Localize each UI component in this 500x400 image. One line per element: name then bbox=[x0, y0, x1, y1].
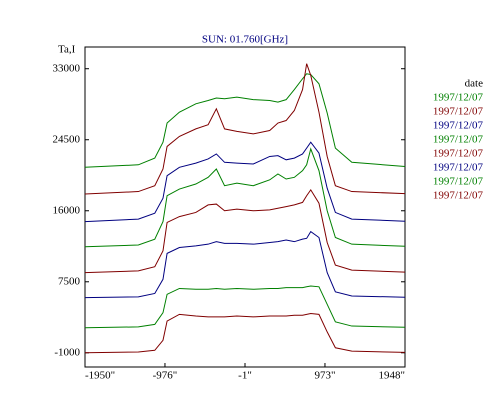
legend-label: 1997/12/07 bbox=[433, 162, 484, 174]
legend-label: 1997/12/07 bbox=[433, 92, 484, 104]
legend-label: 1997/12/07 bbox=[433, 176, 484, 188]
x-tick-label: 973" bbox=[314, 370, 335, 382]
legend-label: 1997/12/07 bbox=[433, 134, 484, 146]
profile-line bbox=[84, 147, 406, 248]
y-tick-label: 24500 bbox=[53, 133, 81, 145]
profile-line bbox=[84, 285, 406, 329]
x-tick-label: -1950" bbox=[85, 370, 115, 382]
legend-title: date bbox=[465, 78, 483, 90]
x-tick-label: -976" bbox=[153, 370, 178, 382]
profile-line bbox=[84, 63, 406, 195]
chart-title: SUN: 01.760[GHz] bbox=[202, 34, 288, 46]
x-tick-label: 1948" bbox=[379, 370, 406, 382]
legend-label: 1997/12/07 bbox=[433, 120, 484, 132]
legend-label: 1997/12/07 bbox=[433, 106, 484, 118]
plot-frame bbox=[84, 46, 406, 368]
profile-line bbox=[84, 313, 406, 354]
profile-line bbox=[84, 230, 406, 299]
y-tick-label: 16000 bbox=[53, 204, 81, 216]
y-axis-label: Ta,I bbox=[58, 44, 76, 56]
x-tick-label: -1" bbox=[238, 370, 252, 382]
y-tick-label: 33000 bbox=[53, 62, 81, 74]
profile-line bbox=[84, 73, 406, 168]
y-tick-label: 7500 bbox=[58, 275, 81, 287]
profile-line bbox=[84, 141, 406, 223]
legend-label: 1997/12/07 bbox=[433, 148, 484, 160]
legend-label: 1997/12/07 bbox=[433, 190, 484, 202]
y-tick-label: -1000 bbox=[54, 346, 80, 358]
profile-line bbox=[84, 188, 406, 274]
